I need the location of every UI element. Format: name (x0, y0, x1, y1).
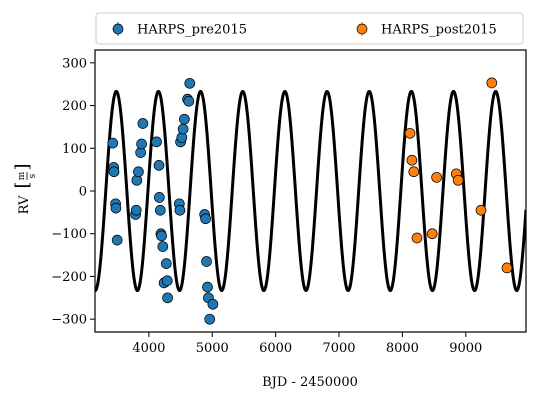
data-point-pre2015 (177, 123, 189, 135)
y-tick-label: 0 (79, 185, 87, 200)
data-point-pre2015 (157, 241, 169, 252)
legend-marker-post2015 (356, 23, 368, 35)
data-point-pre2015 (153, 192, 165, 203)
x-axis-label: BJD - 2450000 (262, 375, 358, 390)
data-point-pre2015 (162, 292, 173, 304)
data-point-pre2015 (207, 298, 219, 310)
data-point-pre2015 (108, 166, 120, 178)
data-point-pre2015 (161, 275, 173, 287)
x-tick-label: 9000 (449, 341, 482, 356)
data-point-pre2015 (151, 136, 162, 148)
y-tick-label: −100 (51, 227, 87, 242)
data-point-pre2015 (179, 113, 190, 125)
y-axis-unit-numerator: m (17, 171, 27, 180)
data-point-post2015 (431, 171, 442, 183)
data-point-pre2015 (133, 166, 144, 178)
data-point-post2015 (404, 127, 416, 139)
legend-label-pre2015: HARPS_pre2015 (137, 23, 247, 38)
x-axis: 4000 5000 6000 7000 8000 9000 (132, 332, 482, 356)
y-axis-unit-denominator: s (28, 173, 38, 178)
data-point-pre2015 (130, 204, 142, 216)
y-tick-label: 300 (62, 56, 87, 71)
data-point-pre2015 (204, 313, 216, 325)
data-point-pre2015 (154, 204, 166, 216)
data-point-pre2015 (184, 77, 196, 89)
y-tick-label: 200 (62, 99, 87, 114)
data-point-post2015 (452, 174, 464, 186)
data-point-pre2015 (174, 204, 186, 216)
x-tick-label: 7000 (322, 341, 355, 356)
legend-marker-pre2015 (112, 23, 124, 35)
data-point-pre2015 (107, 137, 119, 149)
data-point-post2015 (475, 204, 487, 216)
y-axis-label-bracket-left: [ (12, 181, 33, 188)
data-point-post2015 (501, 262, 513, 274)
y-axis-label-bracket-right: ] (12, 163, 33, 170)
data-point-post2015 (486, 77, 498, 89)
x-tick-label: 4000 (132, 341, 165, 356)
legend-label-post2015: HARPS_post2015 (381, 23, 497, 38)
data-point-pre2015 (153, 160, 165, 171)
data-point-pre2015 (156, 230, 167, 242)
y-tick-label: 100 (62, 142, 87, 157)
data-point-post2015 (408, 166, 420, 178)
data-point-pre2015 (183, 95, 195, 107)
y-axis-label: RV [ m s ] (12, 163, 38, 214)
y-tick-label: −300 (51, 313, 87, 328)
x-tick-label: 8000 (386, 341, 419, 356)
data-point-pre2015 (202, 281, 213, 293)
y-tick-label: −200 (51, 270, 87, 285)
legend-frame (95, 12, 524, 45)
y-axis: −300 −200 −100 0 100 200 300 (51, 56, 95, 328)
data-point-pre2015 (110, 202, 122, 214)
data-point-pre2015 (137, 118, 149, 129)
data-point-post2015 (426, 228, 438, 240)
model-curve (95, 89, 526, 293)
data-point-post2015 (406, 154, 418, 166)
legend: HARPS_pre2015 HARPS_post2015 (95, 12, 524, 45)
data-point-pre2015 (136, 138, 147, 150)
x-tick-label: 5000 (196, 341, 229, 356)
data-point-pre2015 (200, 213, 211, 225)
data-point-pre2015 (160, 258, 172, 269)
x-tick-label: 6000 (259, 341, 292, 356)
data-point-pre2015 (111, 234, 123, 246)
y-axis-label-text: RV (17, 195, 32, 214)
data-point-pre2015 (201, 256, 212, 267)
data-point-post2015 (411, 232, 423, 244)
